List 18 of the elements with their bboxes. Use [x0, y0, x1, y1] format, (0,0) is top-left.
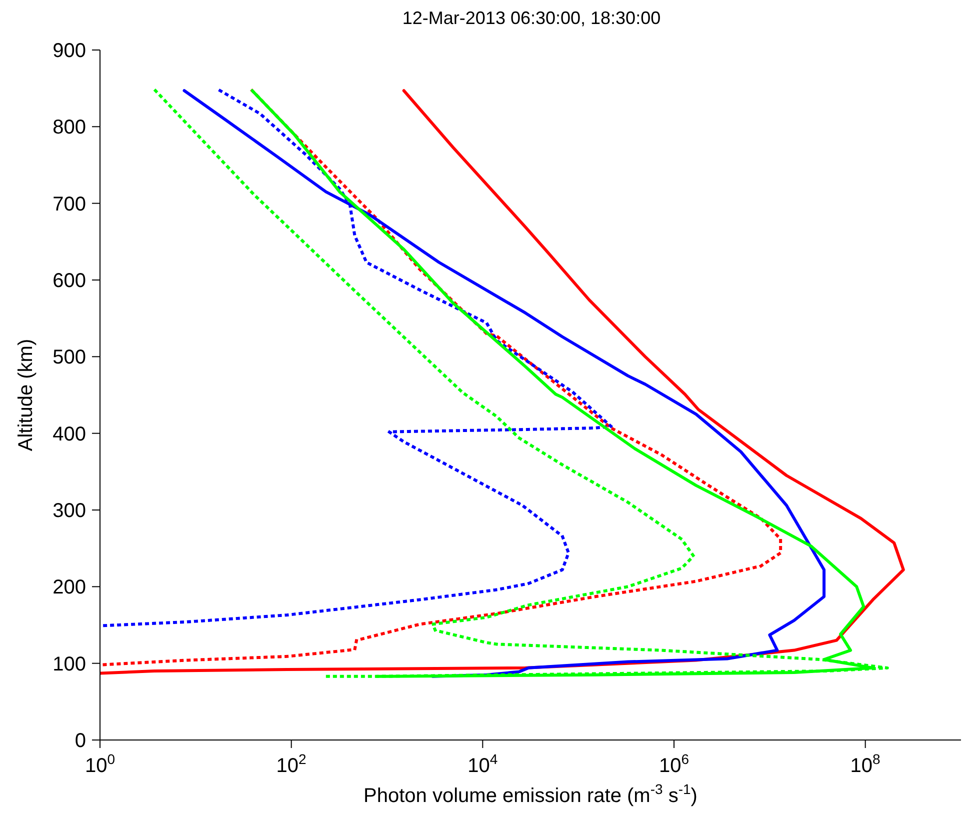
y-tick-label: 900 — [52, 40, 86, 62]
y-tick-label: 200 — [52, 576, 86, 599]
y-tick-label: 500 — [52, 346, 86, 369]
y-axis-title: Altitude (km) — [15, 338, 37, 452]
x-tick-label: 10$^{0}$ — [84, 751, 116, 777]
y-tick-label: 100 — [52, 653, 86, 676]
y-tick-label: 400 — [52, 423, 86, 446]
x-tick-label: 10$^{6}$ — [658, 751, 690, 777]
x-axis-title: Photon volume emission rate (m$^{-3}$ s$^{-1}$) — [364, 781, 698, 807]
y-tick-label: 300 — [52, 500, 86, 522]
y-tick-label: 600 — [52, 270, 86, 292]
x-tick-label: 10$^{2}$ — [276, 751, 307, 777]
x-tick-label: 10$^{4}$ — [468, 751, 498, 777]
chart-title: 12-Mar-2013 06:30:00, 18:30:00 — [401, 8, 662, 29]
y-tick-label: 0 — [74, 730, 86, 752]
y-tick-label: 800 — [52, 116, 86, 139]
x-tick-label: 10$^{8}$ — [850, 751, 881, 777]
y-tick-label: 700 — [52, 193, 86, 216]
